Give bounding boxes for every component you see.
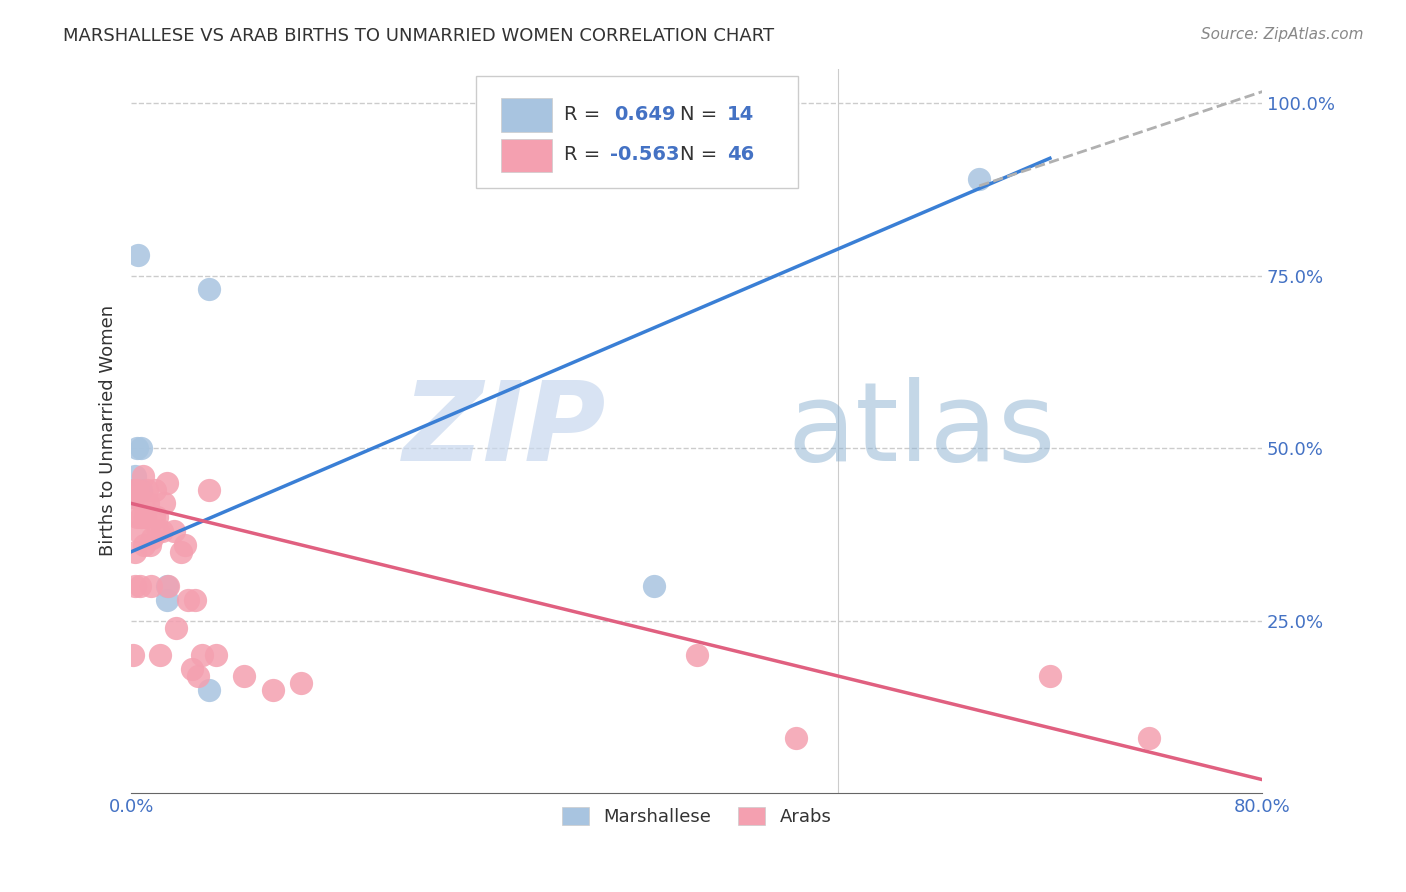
Point <box>205 648 228 663</box>
Point <box>1039 669 1062 683</box>
Text: 46: 46 <box>727 145 755 164</box>
Point <box>233 669 256 683</box>
Point <box>124 468 146 483</box>
Point <box>143 483 166 497</box>
Point <box>155 475 177 490</box>
Point <box>191 648 214 663</box>
Point <box>138 538 160 552</box>
Point <box>148 648 170 663</box>
Text: R =: R = <box>564 145 607 164</box>
Point <box>122 490 145 504</box>
FancyBboxPatch shape <box>501 98 551 132</box>
Text: N =: N = <box>679 104 723 124</box>
FancyBboxPatch shape <box>501 139 551 172</box>
Text: 14: 14 <box>727 104 755 124</box>
Point <box>198 483 221 497</box>
Point <box>262 682 284 697</box>
Point <box>145 510 167 524</box>
Point <box>150 524 173 538</box>
Text: 0.649: 0.649 <box>614 104 675 124</box>
Point <box>290 676 312 690</box>
Point <box>152 496 174 510</box>
Point <box>166 621 188 635</box>
Point <box>156 579 179 593</box>
Point <box>643 579 665 593</box>
Point <box>177 593 200 607</box>
Point <box>139 579 162 593</box>
Point <box>685 648 707 663</box>
Point <box>125 441 148 455</box>
Point <box>170 545 193 559</box>
Text: ZIP: ZIP <box>402 377 606 484</box>
Point <box>155 593 177 607</box>
Point <box>128 579 150 593</box>
Point <box>131 468 153 483</box>
Point <box>181 662 204 676</box>
Point <box>131 496 153 510</box>
Point <box>129 441 152 455</box>
Point <box>129 483 152 497</box>
Text: MARSHALLESE VS ARAB BIRTHS TO UNMARRIED WOMEN CORRELATION CHART: MARSHALLESE VS ARAB BIRTHS TO UNMARRIED … <box>63 27 775 45</box>
Text: atlas: atlas <box>787 377 1056 484</box>
Text: -0.563: -0.563 <box>610 145 679 164</box>
Point <box>121 648 143 663</box>
Point <box>124 483 146 497</box>
Y-axis label: Births to Unmarried Women: Births to Unmarried Women <box>100 305 117 557</box>
Text: N =: N = <box>679 145 723 164</box>
Point <box>134 510 156 524</box>
Point <box>155 579 177 593</box>
Point <box>121 490 143 504</box>
Text: R =: R = <box>564 104 607 124</box>
Point <box>142 510 165 524</box>
Point <box>146 524 169 538</box>
Legend: Marshallese, Arabs: Marshallese, Arabs <box>553 797 841 835</box>
Point <box>1137 731 1160 745</box>
FancyBboxPatch shape <box>477 76 799 188</box>
Point <box>198 282 221 296</box>
Point <box>124 545 146 559</box>
Point <box>132 538 155 552</box>
Point <box>127 524 149 538</box>
Point <box>135 483 157 497</box>
Point <box>124 579 146 593</box>
Point <box>184 593 207 607</box>
Point <box>121 483 143 497</box>
Point <box>125 510 148 524</box>
Point <box>136 496 159 510</box>
Point <box>785 731 807 745</box>
Point <box>122 483 145 497</box>
Point <box>967 172 990 186</box>
Point <box>187 669 209 683</box>
Point <box>163 524 186 538</box>
Point <box>129 510 152 524</box>
Point <box>141 531 163 545</box>
Point <box>125 483 148 497</box>
Point <box>174 538 197 552</box>
Point <box>198 682 221 697</box>
Text: Source: ZipAtlas.com: Source: ZipAtlas.com <box>1201 27 1364 42</box>
Point <box>127 248 149 262</box>
